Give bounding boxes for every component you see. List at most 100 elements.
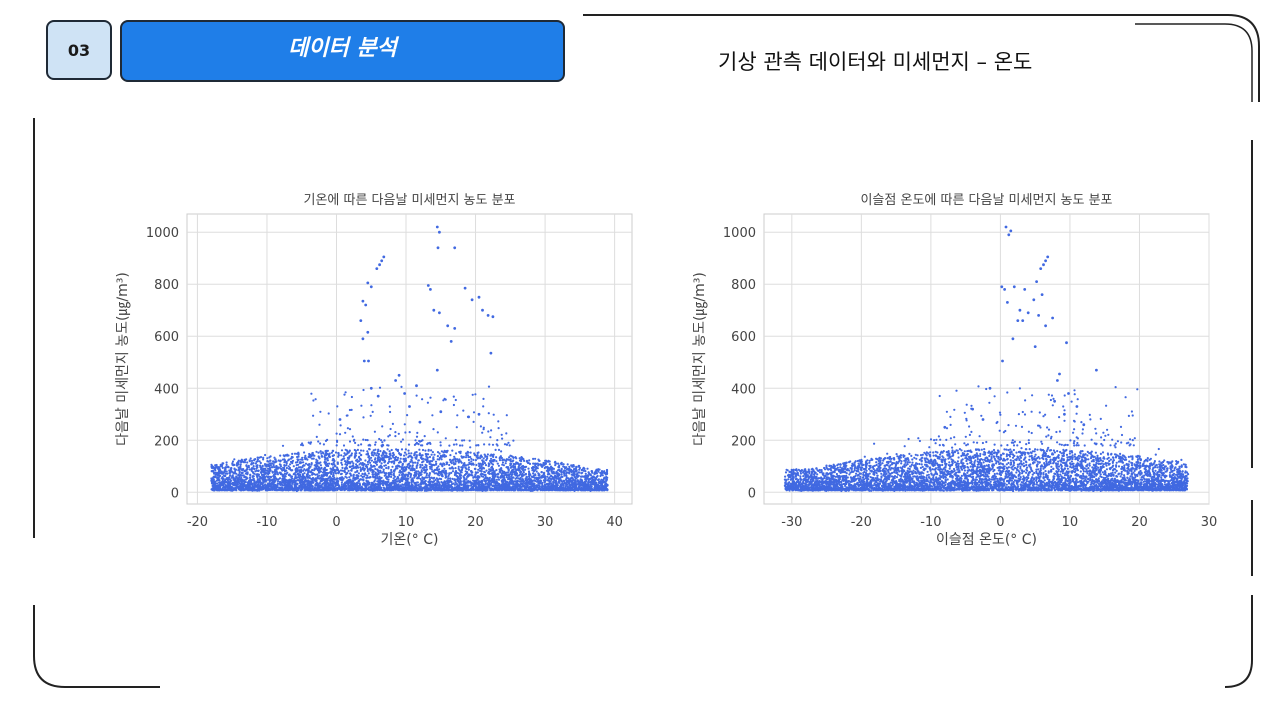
scatter-point xyxy=(292,465,295,468)
scatter-point xyxy=(448,444,451,447)
scatter-point xyxy=(485,479,488,482)
scatter-point xyxy=(253,468,256,471)
scatter-point xyxy=(367,472,370,475)
scatter-point xyxy=(435,462,438,465)
scatter-point xyxy=(453,463,456,466)
scatter-point xyxy=(301,442,304,445)
scatter-point xyxy=(345,461,348,464)
scatter-point xyxy=(392,452,395,455)
scatter-point xyxy=(319,480,322,483)
scatter-point xyxy=(343,483,346,486)
scatter-point xyxy=(339,473,343,476)
scatter-point xyxy=(568,472,571,475)
scatter-point xyxy=(374,467,377,471)
scatter-point xyxy=(248,468,251,471)
scatter-point xyxy=(335,468,338,471)
scatter-point xyxy=(438,452,441,455)
scatter-point xyxy=(495,478,498,481)
scatter-point xyxy=(424,449,427,452)
scatter-point xyxy=(312,457,315,460)
scatter-point xyxy=(259,461,262,465)
scatter-point xyxy=(497,478,501,481)
scatter-point xyxy=(517,465,520,468)
scatter-point xyxy=(471,474,474,477)
scatter-point xyxy=(415,472,418,475)
scatter-point xyxy=(453,473,456,477)
scatter-point xyxy=(505,466,509,469)
scatter-point xyxy=(354,441,357,444)
scatter-point xyxy=(268,456,271,459)
scatter-point xyxy=(363,473,366,476)
scatter-point xyxy=(302,469,305,472)
scatter-point xyxy=(509,466,512,469)
scatter-point xyxy=(567,477,570,480)
scatter-point xyxy=(390,448,393,452)
scatter-point xyxy=(291,452,294,455)
scatter-point xyxy=(428,476,431,479)
scatter-point xyxy=(282,468,285,472)
scatter-point xyxy=(362,478,365,481)
section-title-banner: 데이터 분석 xyxy=(120,20,565,82)
scatter-point xyxy=(281,479,284,483)
scatter-point xyxy=(324,458,327,461)
scatter-point xyxy=(430,453,433,456)
scatter-point xyxy=(605,470,609,473)
scatter-point xyxy=(419,465,422,469)
scatter-point xyxy=(438,471,442,474)
scatter-point xyxy=(298,476,301,479)
scatter-point xyxy=(365,479,368,482)
scatter-point xyxy=(583,467,586,470)
scatter-point xyxy=(470,457,473,460)
scatter-point xyxy=(598,468,601,471)
scatter-point xyxy=(349,474,353,477)
x-tick-label: -20 xyxy=(187,515,208,530)
x-tick-label: -10 xyxy=(256,515,277,530)
scatter-point xyxy=(390,475,393,478)
scatter-point xyxy=(270,462,274,465)
scatter-point xyxy=(356,469,359,472)
scatter-point xyxy=(283,472,286,475)
scatter-point xyxy=(290,476,293,479)
scatter-point xyxy=(495,456,498,459)
scatter-point xyxy=(313,467,316,470)
scatter-point xyxy=(467,463,470,466)
scatter-point xyxy=(445,451,448,454)
scatter-point xyxy=(510,477,513,481)
scatter-point xyxy=(553,461,556,464)
scatter-point xyxy=(415,466,418,469)
scatter-point xyxy=(222,474,225,477)
scatter-point xyxy=(570,464,573,467)
scatter-point xyxy=(445,463,448,466)
scatter-point xyxy=(225,461,228,464)
scatter-point xyxy=(328,471,331,474)
scatter-point xyxy=(407,449,410,452)
scatter-point xyxy=(331,459,334,462)
scatter-point xyxy=(497,448,501,451)
scatter-point xyxy=(546,475,549,478)
scatter-point xyxy=(262,458,265,461)
scatter-point xyxy=(454,459,457,462)
scatter-point xyxy=(326,452,329,456)
scatter-point xyxy=(531,475,534,479)
scatter-point xyxy=(368,447,371,451)
scatter-point xyxy=(484,482,487,485)
scatter-point xyxy=(390,468,393,472)
scatter-point xyxy=(535,462,538,465)
scatter-point xyxy=(273,475,277,478)
scatter-point xyxy=(300,458,303,461)
scatter-point xyxy=(423,466,426,469)
scatter-point xyxy=(402,472,405,476)
scatter-point xyxy=(499,471,502,474)
scatter-point xyxy=(379,469,382,472)
scatter-point xyxy=(342,455,345,458)
scatter-point xyxy=(243,480,246,483)
scatter-point xyxy=(481,459,484,462)
scatter-point xyxy=(525,476,528,479)
scatter-point xyxy=(350,454,353,457)
scatter-point xyxy=(241,474,244,477)
scatter-point xyxy=(456,458,459,461)
scatter-point xyxy=(606,488,609,491)
scatter-point xyxy=(288,467,291,470)
scatter-point xyxy=(597,478,600,482)
scatter-point xyxy=(266,469,269,472)
